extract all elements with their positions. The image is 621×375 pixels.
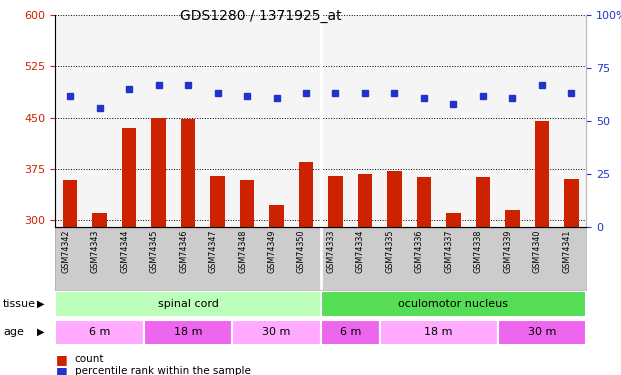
- Bar: [417, 177, 432, 227]
- Text: GSM74347: GSM74347: [209, 230, 217, 273]
- Text: GSM74343: GSM74343: [91, 230, 99, 273]
- Bar: [210, 176, 225, 227]
- Bar: [92, 213, 107, 227]
- Bar: [181, 119, 196, 227]
- Text: count: count: [75, 354, 104, 364]
- Bar: [55, 291, 320, 317]
- Text: GSM74349: GSM74349: [268, 230, 276, 273]
- Text: spinal cord: spinal cord: [158, 299, 219, 309]
- Bar: [143, 320, 232, 345]
- Text: GSM74335: GSM74335: [386, 230, 394, 273]
- Bar: [240, 180, 255, 227]
- Text: GSM74333: GSM74333: [327, 230, 335, 273]
- Text: GSM74344: GSM74344: [120, 230, 129, 273]
- Text: GSM74345: GSM74345: [150, 230, 158, 273]
- Text: oculomotor nucleus: oculomotor nucleus: [399, 299, 509, 309]
- Bar: [505, 210, 520, 227]
- Text: GSM74342: GSM74342: [61, 230, 70, 273]
- Bar: [564, 179, 579, 227]
- Text: GSM74339: GSM74339: [504, 230, 512, 273]
- Text: GSM74341: GSM74341: [563, 230, 571, 273]
- Text: GSM74338: GSM74338: [474, 230, 483, 273]
- Text: 30 m: 30 m: [262, 327, 291, 337]
- Text: GSM74336: GSM74336: [415, 230, 424, 273]
- Text: ■: ■: [56, 365, 68, 375]
- Bar: [320, 291, 586, 317]
- Text: GSM74337: GSM74337: [445, 230, 453, 273]
- Bar: [55, 320, 143, 345]
- Text: 18 m: 18 m: [174, 327, 202, 337]
- Bar: [328, 176, 343, 227]
- Bar: [320, 320, 379, 345]
- Text: GSM74334: GSM74334: [356, 230, 365, 273]
- Bar: [63, 180, 78, 227]
- Text: GSM74340: GSM74340: [533, 230, 542, 273]
- Text: GDS1280 / 1371925_at: GDS1280 / 1371925_at: [180, 9, 342, 23]
- Text: 6 m: 6 m: [89, 327, 110, 337]
- Bar: [379, 320, 498, 345]
- Text: 6 m: 6 m: [340, 327, 361, 337]
- Text: age: age: [3, 327, 24, 337]
- Text: GSM74350: GSM74350: [297, 230, 306, 273]
- Bar: [387, 171, 402, 227]
- Text: tissue: tissue: [3, 299, 36, 309]
- Text: ■: ■: [56, 353, 68, 366]
- Bar: [122, 128, 137, 227]
- Bar: [299, 162, 314, 227]
- Bar: [151, 117, 166, 227]
- Bar: [497, 320, 586, 345]
- Text: 30 m: 30 m: [528, 327, 556, 337]
- Text: 18 m: 18 m: [425, 327, 453, 337]
- Bar: [446, 213, 461, 227]
- Bar: [358, 174, 373, 227]
- Text: ▶: ▶: [37, 327, 45, 337]
- Text: GSM74346: GSM74346: [179, 230, 188, 273]
- Bar: [535, 121, 550, 227]
- Bar: [476, 177, 491, 227]
- Text: ▶: ▶: [37, 299, 45, 309]
- Text: percentile rank within the sample: percentile rank within the sample: [75, 366, 250, 375]
- Bar: [269, 205, 284, 227]
- Bar: [232, 320, 320, 345]
- Text: GSM74348: GSM74348: [238, 230, 247, 273]
